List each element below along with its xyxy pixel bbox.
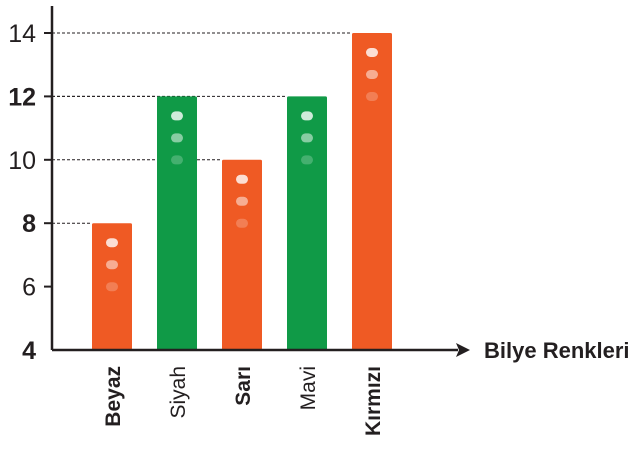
bar-highlight-dot	[106, 260, 118, 270]
bar-highlight-dot	[236, 196, 248, 206]
bar-highlight-dot	[366, 48, 378, 57]
y-tick-label: 12	[8, 83, 36, 111]
bar-highlight-dot	[366, 92, 378, 101]
bar-highlight-dot	[236, 174, 248, 184]
x-tick-label: Sarı	[232, 366, 255, 406]
bar-mavi	[287, 96, 327, 351]
bar-highlight-dot	[366, 70, 378, 79]
x-tick-label: Beyaz	[102, 366, 125, 427]
bar-highlight-dot	[301, 133, 313, 143]
bar-beyaz	[92, 223, 132, 350]
x-axis-label: Bilye Renkleri	[484, 338, 630, 363]
bar-sarı	[222, 159, 262, 350]
y-tick-label: 8	[22, 210, 36, 238]
x-tick-label: Mavi	[297, 366, 320, 410]
x-axis: Bilye Renkleri	[52, 338, 630, 363]
bar-highlight-dot	[171, 111, 183, 121]
x-tick-label: Kırmızı	[362, 366, 385, 436]
bar-siyah	[157, 96, 197, 351]
y-tick-label: 14	[8, 20, 36, 48]
x-axis-arrow-icon	[456, 343, 470, 357]
x-tick-label: Siyah	[167, 366, 190, 419]
bars	[92, 33, 392, 351]
bar-highlight-dot	[171, 155, 183, 165]
bar-kırmızı	[352, 33, 392, 350]
y-tick-label: 6	[22, 274, 36, 302]
x-tick-labels: Beyaz Siyah Sarı Mavi Kırmızı	[102, 366, 385, 436]
y-tick-labels: 4 6 8 10 12 14	[8, 20, 52, 365]
bar-highlight-dot	[171, 133, 183, 143]
y-tick-label: 10	[8, 147, 36, 175]
bar-highlight-dot	[301, 155, 313, 165]
y-tick-label: 4	[22, 337, 36, 365]
bar-highlight-dot	[236, 218, 248, 228]
bar-highlight-dot	[301, 111, 313, 121]
bar-highlight-dot	[106, 282, 118, 292]
bar-highlight-dot	[106, 238, 118, 248]
